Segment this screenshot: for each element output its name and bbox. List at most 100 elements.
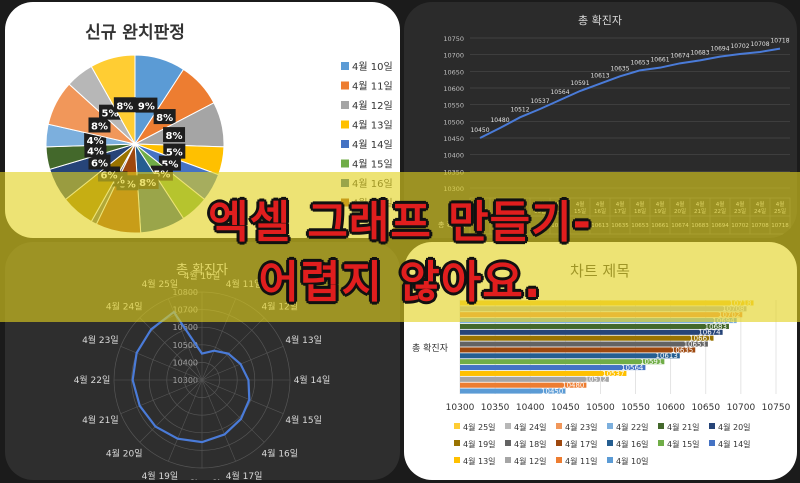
pie-legend-swatch [341, 140, 349, 148]
line-ytick-label: 10750 [443, 35, 464, 43]
line-data-label: 10718 [770, 38, 789, 45]
pie-legend-label: 4월 12일 [352, 100, 393, 112]
radar-spoke [120, 346, 203, 381]
bar-legend-swatch [505, 440, 511, 446]
radar-category-label: 4월 17일 [226, 470, 263, 480]
line-data-label: 10591 [570, 80, 589, 87]
bar-legend-swatch [709, 423, 715, 429]
line-data-label: 10683 [690, 49, 709, 56]
radar-tick-label: 10300 [173, 376, 198, 385]
bar-legend-swatch [505, 457, 511, 463]
bar-legend-label: 4월 14일 [718, 439, 751, 449]
bar-xtick-label: 10550 [621, 403, 650, 413]
bar-xtick-label: 10500 [586, 403, 615, 413]
pie-legend-swatch [341, 81, 349, 90]
line-data-label: 10450 [470, 127, 489, 134]
bar-legend-swatch [556, 423, 562, 429]
radar-category-label: 4월 22일 [74, 374, 111, 386]
line-data-label: 10661 [650, 57, 669, 64]
radar-spoke [168, 379, 203, 462]
bar-legend-label: 4월 16일 [616, 439, 649, 449]
bar-legend-label: 4월 22일 [616, 422, 649, 432]
pie-legend-swatch [341, 120, 349, 129]
line-data-label: 10702 [730, 43, 749, 50]
pie-data-label: 4% [87, 136, 104, 147]
line-title: 총 확진자 [578, 14, 622, 27]
bar-data-label: 10564 [621, 364, 644, 372]
pie-legend-swatch [341, 159, 349, 168]
bar-data-label: 10613 [656, 352, 678, 360]
radar-category-label: 4월 20일 [106, 448, 143, 460]
bar-legend-swatch [658, 423, 664, 429]
line-series [479, 47, 781, 139]
bar-rect [460, 335, 714, 341]
overlay-line1-suffix: - [572, 197, 592, 248]
bar-legend-label: 4월 12일 [514, 456, 547, 466]
radar-category-label: 4월 15일 [285, 414, 322, 426]
radar-spoke [201, 379, 284, 414]
pie-data-label: 5% [102, 109, 119, 120]
pie-legend-swatch [341, 101, 349, 109]
bar-legend-swatch [709, 440, 715, 446]
pie-data-label: 6% [91, 159, 108, 170]
pie-data-label-box [163, 143, 186, 159]
overlay-headline-line1: 엑셀 그래프 만들기- [0, 186, 800, 250]
radar-spoke [139, 317, 203, 381]
bar-data-label: 10635 [671, 346, 693, 354]
bar-rect [460, 329, 723, 335]
bar-data-label: 10653 [684, 340, 706, 348]
pie-data-label: 9% [138, 102, 155, 113]
pie-legend-label: 4월 11일 [352, 81, 393, 93]
bar-legend-swatch [607, 440, 613, 446]
pie-data-label: 8% [166, 131, 183, 142]
bar-legend-swatch [454, 457, 460, 463]
bar-data-label: 10450 [541, 387, 563, 395]
bar-xtick-label: 10350 [481, 403, 510, 413]
line-ytick-label: 10550 [443, 102, 464, 110]
bar-legend-swatch [505, 423, 511, 429]
pie-data-label-box [153, 109, 176, 125]
bar-rect [460, 382, 587, 388]
bar-ylabel: 총 확진자 [412, 342, 449, 354]
bar-rect [460, 376, 609, 382]
pie-data-label-box [135, 97, 158, 113]
line-ytick-label: 10700 [443, 52, 464, 60]
radar-spoke [201, 317, 265, 381]
pie-slice [90, 54, 136, 146]
bar-legend-swatch [658, 440, 664, 446]
bar-legend-label: 4월 21일 [667, 422, 700, 432]
bar-data-label: 10512 [585, 376, 607, 384]
line-data-label: 10564 [550, 89, 569, 96]
bar-legend-swatch [556, 440, 562, 446]
bar-xtick-label: 10750 [762, 403, 791, 413]
bar-rect [460, 370, 627, 376]
line-data-label: 10708 [750, 41, 769, 48]
line-data-label: 10694 [710, 46, 729, 53]
radar-spoke [201, 379, 236, 462]
bar-rect [460, 347, 696, 353]
line-ytick-label: 10450 [443, 135, 464, 143]
bar-legend-label: 4월 19일 [463, 439, 496, 449]
pie-data-label: 5% [166, 148, 183, 159]
pie-data-label: 5% [161, 160, 178, 171]
overlay-headline-line2: 어렵지 않아요. [258, 257, 542, 308]
radar-spoke [120, 379, 203, 414]
bar-rect [460, 359, 665, 365]
line-data-label: 10653 [630, 59, 649, 66]
pie-legend-label: 4월 10일 [352, 61, 393, 73]
highlight-band [0, 172, 800, 322]
bar-legend-swatch [454, 440, 460, 446]
radar-category-label: 4월 18일 [184, 478, 221, 480]
bar-legend-label: 4월 23일 [565, 422, 598, 432]
bar-xtick-label: 10450 [551, 403, 580, 413]
pie-data-label: 8% [116, 101, 133, 112]
bar-data-label: 10661 [689, 335, 711, 343]
pie-legend-label: 4월 15일 [352, 159, 393, 171]
bar-data-label: 10537 [602, 370, 624, 378]
bar-rect [460, 341, 708, 347]
radar-category-label: 4월 16일 [261, 448, 298, 460]
bar-legend-swatch [607, 423, 613, 429]
bar-legend-label: 4월 15일 [667, 439, 700, 449]
bar-xtick-label: 10400 [516, 403, 545, 413]
line-ytick-label: 10650 [443, 68, 464, 76]
